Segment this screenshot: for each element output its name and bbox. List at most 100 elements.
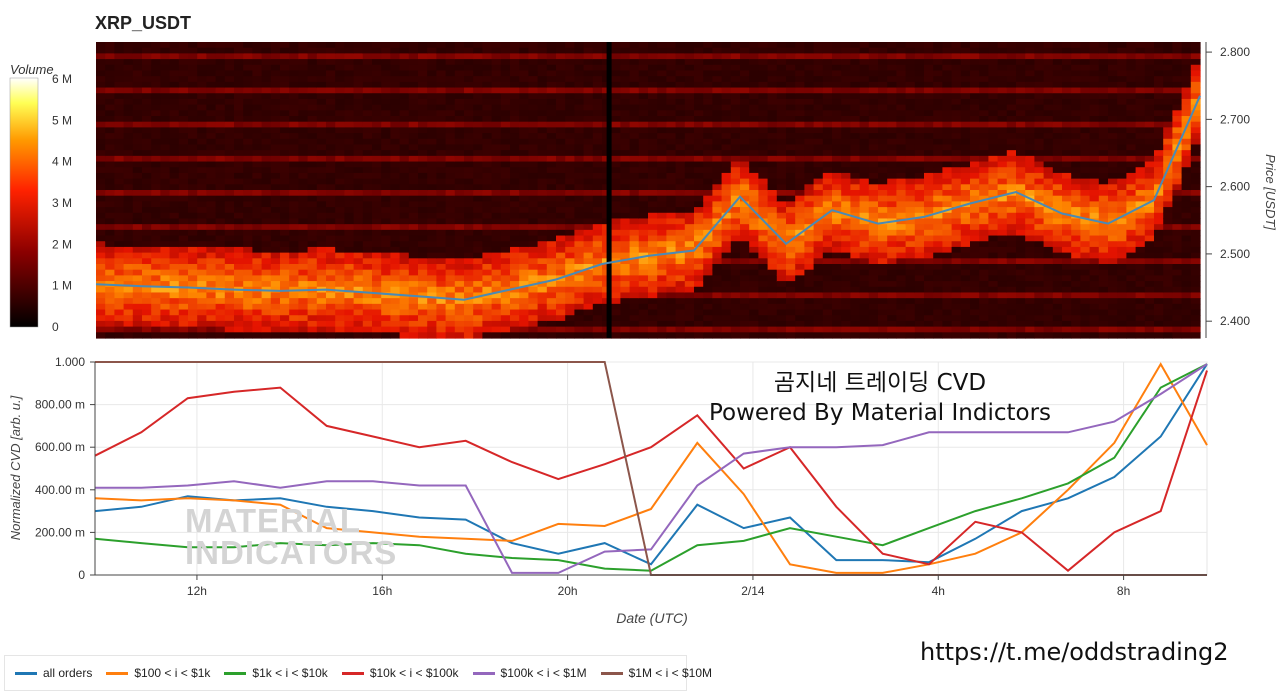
heatmap-cell xyxy=(611,246,621,254)
heatmap-cell xyxy=(169,241,180,248)
heatmap-cell xyxy=(712,110,723,117)
heatmap-cell xyxy=(694,320,704,328)
heatmap-cell xyxy=(648,229,658,237)
heatmap-cell xyxy=(362,104,373,111)
heatmap-cell xyxy=(712,332,723,339)
heatmap-cell xyxy=(390,212,401,220)
heatmap-cell xyxy=(675,87,686,94)
heatmap-cell xyxy=(694,144,704,151)
heatmap-cell xyxy=(868,98,879,106)
heatmap-cell xyxy=(878,315,888,322)
heatmap-cell xyxy=(878,144,888,151)
heatmap-cell xyxy=(666,207,677,214)
heatmap-cell xyxy=(178,224,189,231)
heatmap-cell xyxy=(712,195,723,202)
heatmap-cell xyxy=(473,150,483,157)
heatmap-cell xyxy=(399,172,410,180)
heatmap-cell xyxy=(105,59,115,66)
heatmap-cell xyxy=(546,70,557,77)
heatmap-cell xyxy=(234,144,244,151)
heatmap-cell xyxy=(970,76,980,83)
heatmap-cell xyxy=(215,315,226,322)
heatmap-cell xyxy=(169,133,180,140)
heatmap-cell xyxy=(730,269,741,276)
heatmap-cell xyxy=(629,281,640,288)
heatmap-cell xyxy=(804,116,815,123)
heatmap-cell xyxy=(878,190,888,197)
heatmap-cell xyxy=(151,292,161,299)
heatmap-cell xyxy=(620,309,631,316)
heatmap-cell xyxy=(445,110,456,117)
heatmap-cell xyxy=(703,264,713,271)
heatmap-cell xyxy=(408,212,419,220)
heatmap-cell xyxy=(445,104,456,111)
heatmap-cell xyxy=(638,195,649,202)
heatmap-cell xyxy=(464,241,474,248)
heatmap-cell xyxy=(850,184,861,191)
heatmap-cell xyxy=(638,264,649,271)
heatmap-cell xyxy=(188,252,198,259)
heatmap-cell xyxy=(574,144,585,151)
heatmap-cell xyxy=(786,218,796,225)
heatmap-cell xyxy=(749,315,759,322)
heatmap-cell xyxy=(261,201,272,208)
heatmap-cell xyxy=(390,298,401,305)
heatmap-cell xyxy=(500,275,511,282)
heatmap-cell xyxy=(721,184,732,191)
heatmap-cell xyxy=(114,195,125,202)
heatmap-cell xyxy=(786,178,796,185)
heatmap-cell xyxy=(905,286,916,294)
heatmap-cell xyxy=(316,309,327,316)
heatmap-cell xyxy=(749,190,759,197)
heatmap-cell xyxy=(96,326,106,333)
heatmap-cell xyxy=(519,218,529,225)
heatmap-cell xyxy=(215,235,226,242)
heatmap-cell xyxy=(822,133,833,140)
heatmap-cell xyxy=(574,201,585,208)
heatmap-cell xyxy=(611,42,621,49)
heatmap-cell xyxy=(151,218,161,225)
heatmap-cell xyxy=(326,172,336,180)
heatmap-cell xyxy=(638,116,649,123)
heatmap-cell xyxy=(473,281,483,288)
heatmap-cell xyxy=(151,178,161,185)
heatmap-cell xyxy=(326,303,336,311)
heatmap-cell xyxy=(436,235,447,242)
heatmap-cell xyxy=(767,224,778,231)
heatmap-cell xyxy=(758,275,769,282)
heatmap-cell xyxy=(638,167,649,174)
heatmap-cell xyxy=(270,53,281,60)
heatmap-cell xyxy=(960,264,971,271)
heatmap-cell xyxy=(353,81,364,89)
heatmap-cell xyxy=(197,161,207,168)
heatmap-cell xyxy=(629,212,640,220)
heatmap-cell xyxy=(491,47,502,54)
heatmap-cell xyxy=(142,98,152,106)
heatmap-cell xyxy=(445,292,456,299)
heatmap-cell xyxy=(169,332,180,339)
heatmap-cell xyxy=(684,275,695,282)
heatmap-cell xyxy=(399,241,410,248)
heatmap-cell xyxy=(730,224,741,231)
heatmap-cell xyxy=(298,190,309,197)
heatmap-cell xyxy=(123,212,134,220)
heatmap-cell xyxy=(408,275,419,282)
heatmap-cell xyxy=(362,127,373,134)
heatmap-cell xyxy=(169,258,180,265)
heatmap-cell xyxy=(234,264,244,271)
heatmap-cell xyxy=(307,76,318,83)
heatmap-cell xyxy=(924,309,934,316)
heatmap-cell xyxy=(933,167,943,174)
heatmap-cell xyxy=(556,258,566,265)
heatmap-cell xyxy=(261,47,272,54)
heatmap-cell xyxy=(307,47,318,54)
heatmap-cell xyxy=(132,258,143,265)
heatmap-cell xyxy=(786,127,796,134)
heatmap-cell xyxy=(574,212,585,220)
heatmap-cell xyxy=(574,332,585,339)
heatmap-cell xyxy=(556,195,566,202)
heatmap-cell xyxy=(795,309,805,316)
heatmap-cell xyxy=(537,47,548,54)
heatmap-cell xyxy=(390,303,401,311)
heatmap-cell xyxy=(878,292,888,299)
